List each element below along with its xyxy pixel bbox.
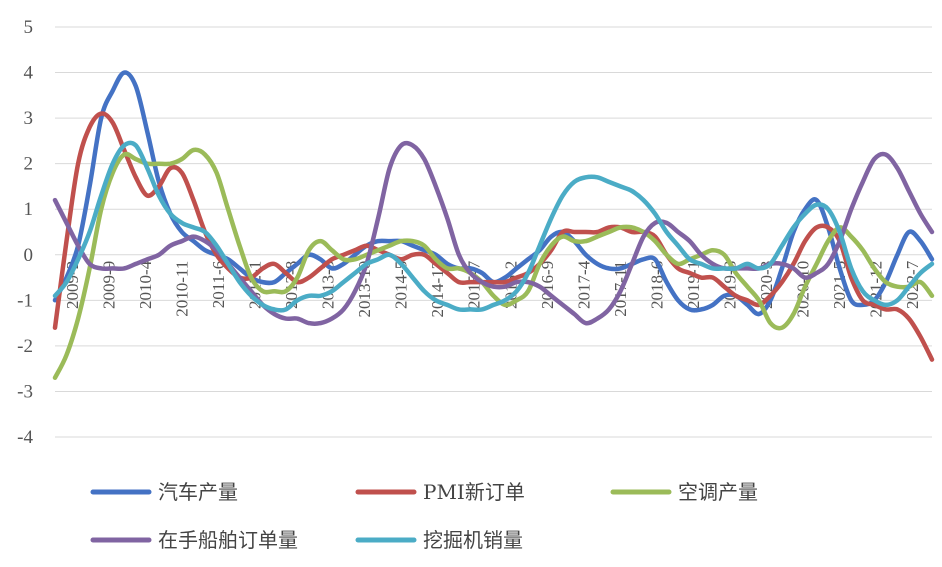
y-tick-label: 2	[24, 154, 34, 175]
legend-label: PMI新订单	[423, 480, 525, 504]
legend-item-auto: 汽车产量	[90, 480, 238, 504]
x-tick-label: 2010-4	[136, 260, 155, 309]
series-line-excavator	[52, 140, 935, 313]
y-tick-label: -2	[17, 336, 33, 357]
x-tick-label: 2019-1	[684, 261, 703, 309]
y-tick-label: 1	[24, 199, 34, 220]
legend-label: 挖掘机销量	[423, 528, 523, 552]
legend-item-pmi: PMI新订单	[355, 480, 525, 504]
x-tick-label: 2011-6	[209, 261, 228, 309]
series-line-ac	[52, 147, 935, 381]
series-line-pmi	[52, 111, 935, 362]
y-tick-label: -1	[17, 290, 33, 311]
x-tick-label: 2013-10	[355, 261, 374, 318]
series-lines	[52, 70, 935, 381]
y-tick-label: 4	[24, 63, 34, 84]
x-tick-label: 2018-6	[647, 261, 666, 309]
legend-item-excavator: 挖掘机销量	[355, 528, 523, 552]
y-tick-label: -4	[17, 427, 33, 448]
legend-item-ship: 在手船舶订单量	[90, 528, 298, 552]
series-line-ship	[52, 140, 935, 326]
x-tick-label: 2017-4	[574, 260, 593, 309]
x-tick-label: 2021-5	[830, 261, 849, 309]
x-tick-label: 2009-9	[100, 261, 119, 309]
y-tick-label: 5	[24, 17, 34, 38]
y-tick-label: 0	[24, 245, 34, 266]
gridlines	[55, 26, 932, 438]
x-tick-label: 2010-11	[173, 261, 192, 317]
legend-label: 在手船舶订单量	[158, 528, 298, 552]
x-tick-label: 2014-5	[392, 261, 411, 309]
y-tick-label: 3	[24, 108, 34, 129]
y-tick-label: -3	[17, 381, 33, 402]
legend-item-ac: 空调产量	[610, 480, 758, 504]
legend-label: 空调产量	[678, 480, 758, 504]
y-axis: 5 4 3 2 1 0 -1 -2 -3 -4	[17, 17, 33, 448]
legend-label: 汽车产量	[158, 480, 238, 504]
